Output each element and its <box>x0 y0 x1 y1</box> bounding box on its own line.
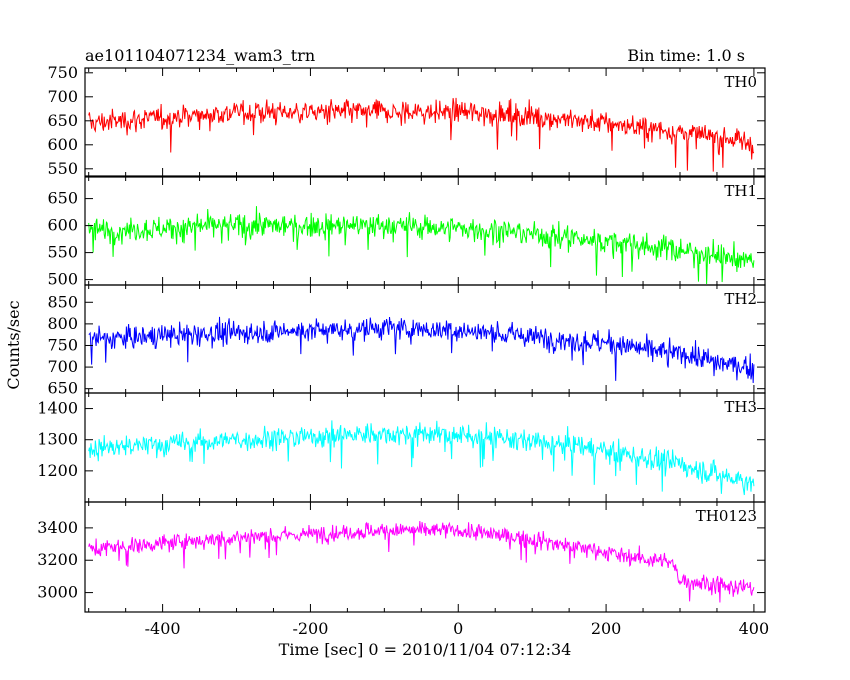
x-tick-label: 400 <box>739 619 770 638</box>
y-tick-label: 800 <box>47 314 78 333</box>
y-tick-label: 550 <box>47 159 78 178</box>
x-axis-label: Time [sec] 0 = 2010/11/04 07:12:34 <box>279 640 572 659</box>
y-tick-label: 700 <box>47 87 78 106</box>
series-line-th3 <box>88 420 755 496</box>
y-tick-label: 500 <box>47 270 78 289</box>
x-tick-label: -400 <box>145 619 181 638</box>
y-tick-label: 3200 <box>37 550 78 569</box>
y-tick-label: 3400 <box>37 518 78 537</box>
panel-frame <box>84 392 766 503</box>
series-line-th1 <box>88 206 755 284</box>
series-line-th0123 <box>88 521 755 603</box>
series-line-th2 <box>88 316 755 383</box>
panel-label-th2: TH2 <box>724 290 757 308</box>
bin-time-label: Bin time: 1.0 s <box>627 46 745 65</box>
y-tick-label: 750 <box>47 63 78 82</box>
panel-th2: 650 700 750 800 850 TH2 <box>47 284 766 398</box>
panel-th3: 1200 1300 1400 TH3 <box>37 392 766 503</box>
panel-frame <box>84 67 766 177</box>
chart-title: ae101104071234_wam3_trn <box>85 46 315 65</box>
panels-group: 550 600 650 700 750 TH0 500 550 600 650 TH1 650 700 7… <box>37 63 766 613</box>
y-tick-label: 600 <box>47 135 78 154</box>
y-tick-label: 550 <box>47 243 78 262</box>
y-tick-label: 750 <box>47 335 78 354</box>
panel-th1: 500 550 600 650 TH1 <box>47 176 766 289</box>
x-tick-label: 200 <box>591 619 622 638</box>
y-tick-label: 1200 <box>37 461 78 480</box>
series-line-th0 <box>88 97 755 172</box>
panel-label-th0123: TH0123 <box>696 507 757 525</box>
panel-th0123: 3000 3200 3400 TH0123 <box>37 501 766 613</box>
y-tick-label: 650 <box>47 111 78 130</box>
y-tick-label: 600 <box>47 216 78 235</box>
panel-frame <box>84 501 766 613</box>
panel-label-th3: TH3 <box>724 398 757 416</box>
y-tick-label: 650 <box>47 379 78 398</box>
panel-label-th1: TH1 <box>724 182 757 200</box>
y-tick-label: 650 <box>47 189 78 208</box>
y-tick-label: 1300 <box>37 430 78 449</box>
y-tick-label: 3000 <box>37 583 78 602</box>
panel-th0: 550 600 650 700 750 TH0 <box>47 63 766 178</box>
x-tick-label: 0 <box>453 619 463 638</box>
y-tick-label: 1400 <box>37 399 78 418</box>
y-tick-label: 700 <box>47 357 78 376</box>
x-tick-label: -200 <box>292 619 328 638</box>
y-axis-label: Counts/sec <box>4 300 23 389</box>
panel-label-th0: TH0 <box>724 73 757 91</box>
x-tick-labels: -400 -200 0 200 400 <box>145 619 770 638</box>
y-tick-label: 850 <box>47 292 78 311</box>
